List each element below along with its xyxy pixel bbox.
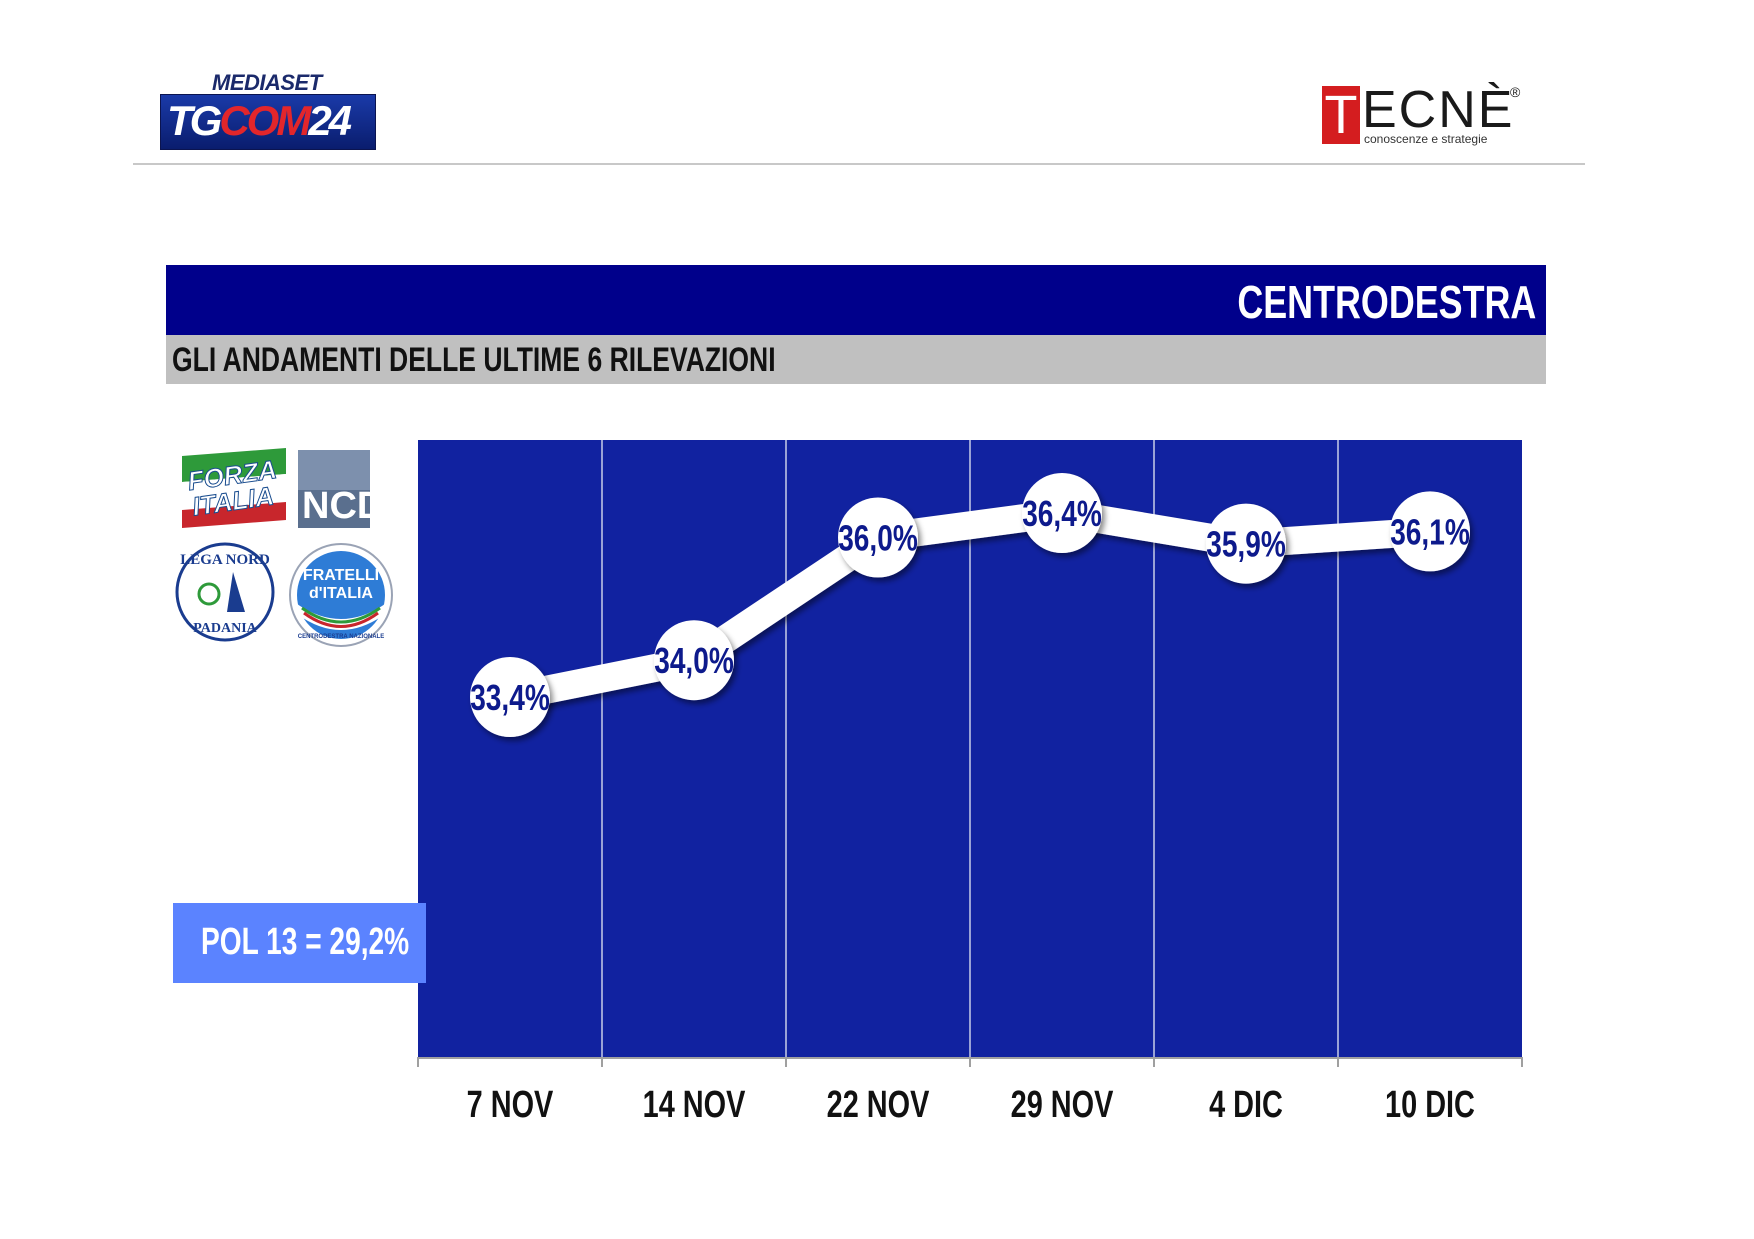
x-tick-label: 22 NOV xyxy=(827,1083,930,1126)
data-labels: 33,4% 34,0% 36,0% 36,4% 35,9% 36,1% xyxy=(470,473,1470,737)
pol-comparison-box: POL 13 = 29,2% xyxy=(173,903,426,983)
tecne-initial: T xyxy=(1322,86,1360,144)
padania-text: PADANIA xyxy=(193,621,257,636)
data-label: 33,4% xyxy=(470,678,550,718)
x-tick-label: 14 NOV xyxy=(643,1083,746,1126)
centrodestra-nazionale-text: CENTRODESTRA NAZIONALE xyxy=(298,634,384,640)
registered-mark: ® xyxy=(1510,84,1521,100)
data-point xyxy=(1390,491,1470,572)
fratelli-text: FRATELLI xyxy=(303,567,379,584)
lega-nord-text: LEGA NORD xyxy=(180,552,270,568)
party-logos: FORZA ITALIA NCD LEGA NORD PADANIA FRATE… xyxy=(170,440,410,660)
ditalia-text: d'ITALIA xyxy=(309,585,373,602)
x-tick-label: 4 DIC xyxy=(1209,1083,1283,1126)
page-subtitle: GLI ANDAMENTI DELLE ULTIME 6 RILEVAZIONI xyxy=(172,341,776,379)
tgcom-red-text: COM xyxy=(219,97,311,144)
tgcom24-logo: MEDIASET TGCOM24 xyxy=(160,70,380,160)
fratelli-italia-logo: FRATELLI d'ITALIA CENTRODESTRA NAZIONALE xyxy=(289,543,393,647)
ncd-text: NCD xyxy=(302,485,384,527)
mediaset-label: MEDIASET xyxy=(212,70,322,95)
header-divider xyxy=(133,163,1585,165)
x-tick-label: 29 NOV xyxy=(1011,1083,1114,1126)
data-label: 36,0% xyxy=(838,518,918,558)
tecne-logo: T ECNÈ ® conoscenze e strategie xyxy=(1322,80,1522,150)
forza-italia-logo: FORZA ITALIA xyxy=(182,448,286,528)
data-label: 36,1% xyxy=(1390,512,1470,552)
lega-nord-logo: LEGA NORD PADANIA xyxy=(175,542,275,642)
data-label: 34,0% xyxy=(654,641,734,681)
pol-comparison-text: POL 13 = 29,2% xyxy=(201,921,410,963)
data-point xyxy=(470,657,550,737)
data-label: 35,9% xyxy=(1206,524,1286,564)
data-point xyxy=(1022,473,1102,553)
x-tick-label: 7 NOV xyxy=(467,1083,554,1126)
tecne-wordmark: ECNÈ xyxy=(1362,81,1515,139)
data-label: 36,4% xyxy=(1022,494,1102,534)
data-point xyxy=(654,620,734,701)
page-title: CENTRODESTRA xyxy=(1236,276,1536,328)
data-point xyxy=(1206,503,1286,584)
ncd-logo: NCD xyxy=(298,450,384,528)
tgcom-wordmark: TGCOM24 xyxy=(167,97,352,145)
tecne-tagline: conoscenze e strategie xyxy=(1364,132,1488,146)
tgcom-number: 24 xyxy=(308,97,352,144)
subtitle-bar: GLI ANDAMENTI DELLE ULTIME 6 RILEVAZIONI xyxy=(166,335,1546,384)
x-tick-label: 10 DIC xyxy=(1385,1083,1475,1126)
data-point xyxy=(838,497,918,578)
tgcom-badge: TGCOM24 xyxy=(160,94,376,150)
x-tick-labels: 7 NOV 14 NOV 22 NOV 29 NOV 4 DIC 10 DIC xyxy=(467,1083,1475,1126)
title-banner: CENTRODESTRA xyxy=(166,265,1546,335)
tgcom-prefix: TG xyxy=(167,97,222,144)
x-axis xyxy=(417,1057,1523,1067)
